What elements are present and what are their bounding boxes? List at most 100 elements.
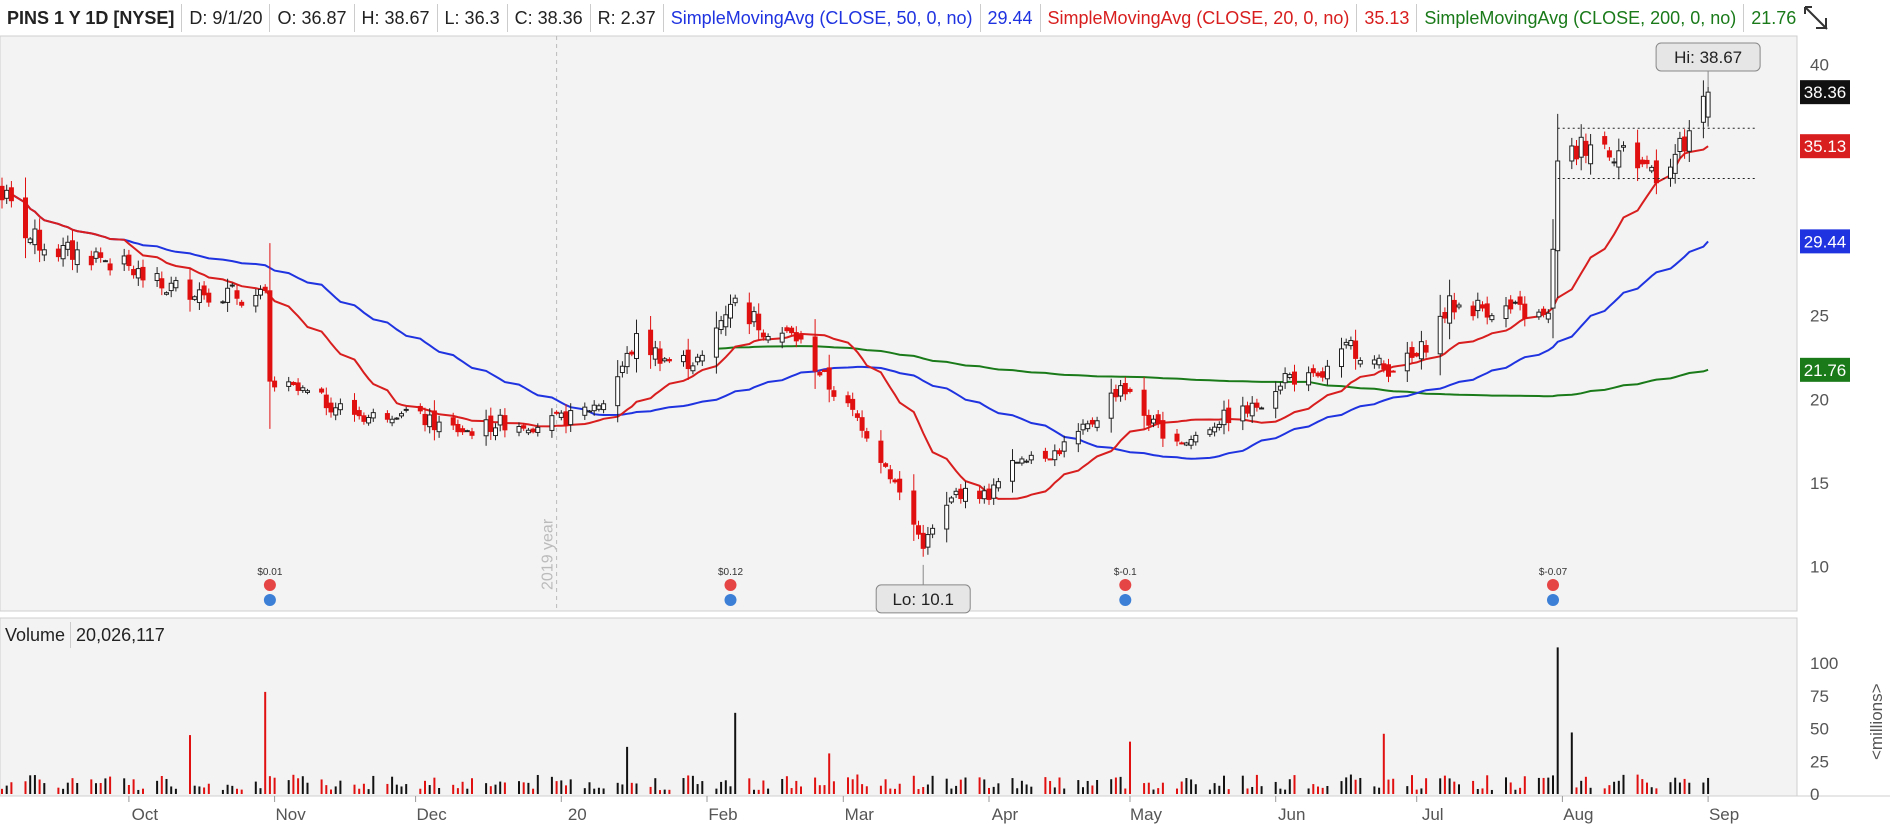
symbol-label[interactable]: PINS 1 Y 1D [NYSE]	[0, 4, 183, 32]
candle	[930, 524, 936, 539]
candle	[8, 181, 14, 208]
candle-body	[817, 371, 823, 376]
volume-bar	[720, 781, 723, 794]
candle	[337, 398, 343, 415]
candle	[615, 360, 621, 423]
candle-body	[751, 311, 757, 323]
candle-body	[1216, 423, 1222, 428]
volume-bar	[1486, 775, 1489, 794]
volume-bar	[1490, 789, 1493, 794]
volume-bar	[1547, 777, 1550, 794]
volume-tick-label: 0	[1810, 785, 1819, 804]
candle	[1028, 451, 1034, 464]
candle	[483, 409, 489, 446]
candle	[1569, 137, 1575, 170]
volume-bar	[452, 784, 455, 794]
candle-body	[1451, 299, 1457, 313]
candle	[1635, 129, 1641, 182]
candle	[328, 397, 334, 418]
candle	[394, 417, 400, 420]
sma20-legend[interactable]: SimpleMovingAvg (CLOSE, 20, 0, no)	[1041, 4, 1358, 32]
candle-body	[1480, 304, 1485, 309]
price-panel	[0, 35, 1798, 612]
volume-bar	[898, 783, 901, 794]
volume-bar	[395, 784, 398, 794]
volume-bar	[489, 786, 492, 794]
candle	[1287, 372, 1293, 380]
candle-body	[1456, 304, 1462, 308]
candle	[469, 427, 475, 440]
candle-body	[65, 241, 71, 250]
volume-bar	[1326, 786, 1329, 794]
candle	[1541, 306, 1547, 318]
candle	[1339, 337, 1344, 378]
earnings-value-label: $0.12	[718, 567, 743, 578]
candle-body	[624, 352, 630, 368]
sma50-legend[interactable]: SimpleMovingAvg (CLOSE, 50, 0, no)	[664, 4, 981, 32]
candle	[1127, 387, 1133, 394]
candle-body	[681, 354, 686, 363]
candle	[525, 427, 531, 436]
candle	[1522, 296, 1528, 327]
candle-body	[765, 335, 771, 341]
volume-bar	[198, 786, 201, 794]
candle	[1700, 80, 1706, 139]
candle-body	[1686, 130, 1692, 152]
candle	[154, 267, 160, 287]
volume-bar	[1251, 786, 1254, 794]
sma50-badge-label: 29.44	[1804, 232, 1847, 251]
volume-bar	[1190, 779, 1193, 794]
candle-body	[1414, 352, 1420, 357]
candle-body	[290, 381, 296, 386]
candle-body	[784, 327, 790, 332]
x-tick-label: Feb	[708, 805, 737, 824]
candle-body	[1602, 136, 1608, 145]
candle	[728, 294, 733, 328]
candle-body	[286, 381, 292, 387]
candle	[1621, 141, 1626, 152]
volume-bar	[583, 788, 586, 794]
volume-tick-label: 25	[1810, 752, 1829, 771]
candle-body	[1259, 407, 1265, 410]
candle	[431, 400, 437, 441]
candle-body	[361, 415, 367, 422]
candle-body	[1174, 433, 1180, 442]
candle-body	[1588, 144, 1594, 165]
volume-value: 20,026,117	[76, 625, 165, 645]
volume-bar	[1603, 788, 1606, 794]
candle	[695, 353, 701, 366]
candle-body	[1606, 150, 1612, 158]
candle-body	[728, 303, 733, 319]
candle	[699, 350, 705, 367]
x-tick-label: Jun	[1278, 805, 1305, 824]
volume-bar	[748, 778, 751, 794]
volume-bar	[532, 788, 535, 794]
candle	[878, 430, 884, 474]
candle-body	[619, 365, 625, 374]
volume-bar	[992, 786, 995, 794]
volume-bar	[1223, 775, 1225, 794]
candle	[1653, 149, 1659, 195]
candle	[319, 387, 325, 394]
volume-bar	[160, 775, 163, 794]
volume-bar	[800, 786, 802, 794]
candle-body	[1042, 450, 1048, 459]
candle	[187, 267, 193, 312]
candle-body	[1644, 159, 1650, 165]
candle	[751, 306, 757, 327]
volume-bar	[362, 783, 365, 794]
candle	[1390, 370, 1396, 373]
sma200-legend[interactable]: SimpleMovingAvg (CLOSE, 200, 0, no)	[1417, 4, 1745, 32]
candle-body	[850, 398, 856, 410]
crosshair-toggle-icon[interactable]	[1802, 4, 1830, 32]
candle-body	[615, 376, 621, 407]
sma200-badge-label: 21.76	[1804, 361, 1847, 380]
candle-body	[1122, 383, 1128, 395]
candle	[1193, 431, 1199, 446]
volume-bar	[926, 784, 929, 794]
candle-body	[1381, 363, 1387, 370]
candle-body	[450, 417, 456, 426]
volume-bar	[95, 783, 97, 794]
candle	[784, 325, 790, 334]
